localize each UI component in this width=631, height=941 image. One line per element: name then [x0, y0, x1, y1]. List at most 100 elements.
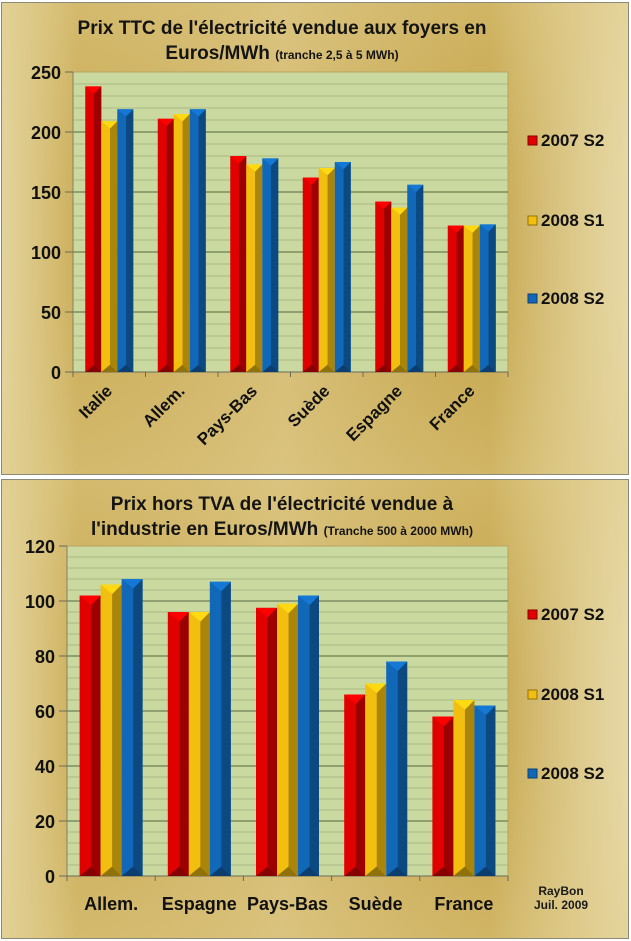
bar-bevel-top [230, 156, 247, 164]
bar-bevel-bottom [344, 866, 366, 876]
bar-bevel-right [112, 584, 122, 876]
bar-bevel-right [384, 201, 392, 372]
bar-bevel-right [309, 595, 319, 876]
x-tick-label: Allem. [84, 894, 138, 914]
bar-bevel-top [167, 612, 189, 622]
bar [230, 156, 247, 372]
bar-bevel-top [453, 700, 475, 710]
bar-bevel-right [133, 579, 143, 876]
bar-bevel-top [85, 86, 102, 94]
x-tick-label: Pays-Bas [247, 894, 328, 914]
top-chart-subtitle: (tranche 2,5 à 5 MWh) [275, 48, 399, 62]
x-tick-label: Pays-Bas [194, 381, 262, 449]
legend-item: 2008 S1 [527, 211, 604, 230]
bar-bevel-top [256, 607, 277, 618]
bar [302, 177, 319, 372]
bar-bevel-right [126, 109, 134, 372]
bar-bevel-right [416, 184, 424, 372]
bar [262, 158, 279, 372]
x-tick-label: Suède [284, 381, 334, 431]
bar-bevel-bottom [474, 866, 496, 876]
bar-bevel-top [318, 168, 335, 176]
bar-bevel-top [173, 114, 190, 122]
bar [79, 595, 101, 876]
bar [157, 118, 174, 372]
bar [479, 224, 496, 372]
bar [474, 705, 496, 876]
bar-bevel-right [110, 121, 118, 372]
bar [100, 584, 122, 876]
x-tick-label: Espagne [343, 381, 407, 445]
bar-bevel-bottom [189, 364, 206, 372]
bar-bevel-top [334, 162, 351, 170]
bottom-chart-title-line1: Prix hors TVA de l'électricité vendue à [110, 494, 454, 515]
bar-bevel-top [344, 694, 366, 704]
y-tick-label: 0 [45, 867, 55, 887]
legend-item: 2007 S2 [527, 131, 604, 150]
bar-bevel-bottom [256, 866, 277, 876]
bar-bevel-right [472, 225, 480, 372]
bar-bevel-top [277, 603, 298, 614]
y-tick-label: 200 [31, 123, 61, 143]
legend-label: 2007 S2 [541, 605, 604, 624]
bar-bevel-bottom [318, 364, 335, 372]
bar-bevel-right [443, 716, 454, 876]
y-tick-label: 40 [35, 757, 55, 777]
y-tick-label: 0 [51, 363, 61, 383]
bar [344, 694, 366, 876]
bar-bevel-top [302, 177, 319, 185]
bar-bevel-top [121, 579, 143, 589]
bar-bevel-right [200, 612, 210, 876]
y-tick-label: 150 [31, 183, 61, 203]
bar-bevel-bottom [101, 364, 118, 372]
bar-bevel-bottom [246, 364, 263, 372]
legend-swatch [527, 215, 538, 226]
bar-bevel-bottom [277, 866, 298, 876]
bar-bevel-bottom [79, 866, 101, 876]
bar [365, 683, 387, 876]
bar-bevel-top [298, 595, 319, 605]
legend-swatch [527, 293, 538, 304]
y-tick-label: 60 [35, 702, 55, 722]
x-tick-label: Espagne [162, 894, 237, 914]
bar [432, 716, 454, 876]
bar-bevel-right [327, 168, 335, 372]
bar-bevel-top [189, 109, 206, 117]
bar-bevel-right [456, 225, 464, 372]
top-chart-title-line1: Prix TTC de l'électricité vendue aux foy… [77, 18, 487, 39]
bar [318, 168, 335, 372]
legend-label: 2008 S2 [541, 764, 604, 783]
bar-bevel-top [209, 581, 231, 592]
bar-bevel-bottom [334, 364, 351, 372]
bar-bevel-bottom [479, 364, 496, 372]
bar-bevel-top [157, 118, 174, 126]
bar-bevel-top [188, 612, 210, 622]
bar-bevel-right [376, 683, 387, 876]
credit-date: Juil. 2009 [534, 898, 589, 912]
bar-bevel-bottom [302, 364, 319, 372]
bar-bevel-bottom [230, 364, 247, 372]
legend-swatch [527, 609, 538, 620]
bottom-chart-group: 0 20 40 60 80 100 120 Allem. Espagne Pays-Bas Suèd… [25, 537, 604, 914]
bar-bevel-right [179, 612, 189, 876]
bar-bevel-bottom [298, 866, 319, 876]
bottom-chart-title-line2: l'industrie en Euros/MWh [91, 519, 319, 540]
bar-bevel-right [397, 661, 408, 876]
bar [117, 109, 134, 372]
bar [256, 607, 277, 876]
bar-bevel-top [117, 109, 134, 117]
bar-bevel-bottom [167, 866, 189, 876]
bar [189, 109, 206, 372]
x-tick-label: Italie [75, 381, 116, 422]
bar [188, 612, 210, 876]
bar-bevel-right [239, 156, 247, 372]
bar-bevel-right [221, 581, 231, 876]
bar-bevel-right [271, 158, 279, 372]
bar-bevel-bottom [100, 866, 122, 876]
legend-item: 2008 S2 [527, 764, 604, 783]
bar-bevel-bottom [375, 364, 392, 372]
x-tick-label: Suède [349, 894, 403, 914]
credit-author: RayBon [538, 884, 584, 898]
bar-bevel-right [267, 607, 277, 876]
bar-bevel-right [166, 118, 174, 372]
